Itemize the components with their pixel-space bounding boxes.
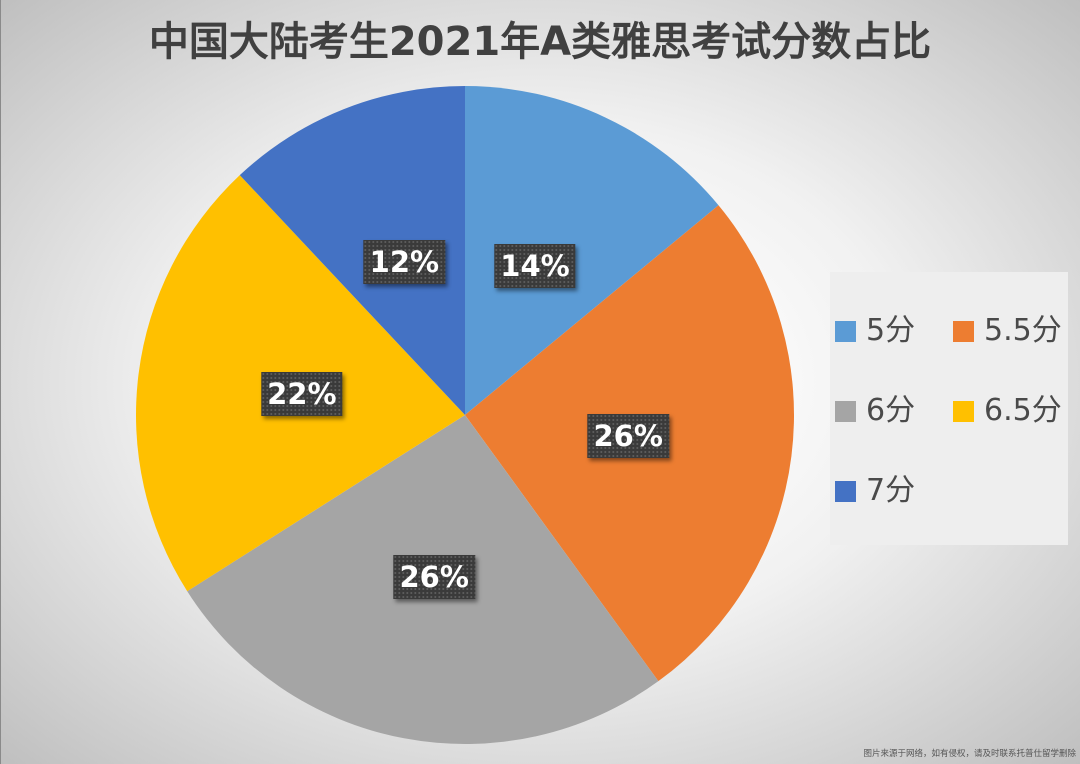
legend-label-6-5: 6.5分: [984, 393, 1062, 428]
legend-label-6: 6分: [866, 393, 916, 428]
pie-slice-5: [465, 86, 719, 415]
data-label-7: 12%: [363, 240, 446, 285]
source-disclaimer: 图片来源于网络，如有侵权，请及时联系托普仕留学删除: [863, 748, 1076, 759]
legend-swatch-6: [835, 400, 856, 422]
chart-legend: 5分 5.5分 6分 6.5分 7分: [830, 272, 1068, 545]
legend-item-5: 5分: [835, 316, 953, 346]
chart-title: 中国大陆考生2021年A类雅思考试分数占比: [148, 19, 932, 65]
legend-swatch-6-5: [953, 400, 974, 422]
data-label-6: 26%: [393, 554, 475, 599]
legend-swatch-7: [835, 480, 856, 502]
data-label-5-5: 26%: [587, 413, 669, 458]
pie-slice-7: [239, 86, 465, 415]
legend-label-7: 7分: [866, 473, 916, 508]
legend-label-5: 5分: [866, 313, 916, 348]
legend-item-5-5: 5.5分: [953, 316, 1066, 346]
data-label-5: 14%: [494, 244, 576, 289]
legend-swatch-5: [835, 320, 856, 342]
legend-item-6: 6分: [835, 396, 953, 426]
legend-item-7: 7分: [835, 476, 953, 506]
legend-swatch-5-5: [953, 320, 974, 342]
legend-label-5-5: 5.5分: [984, 313, 1062, 348]
legend-item-6-5: 6.5分: [953, 396, 1066, 426]
data-label-6-5: 22%: [261, 372, 343, 417]
